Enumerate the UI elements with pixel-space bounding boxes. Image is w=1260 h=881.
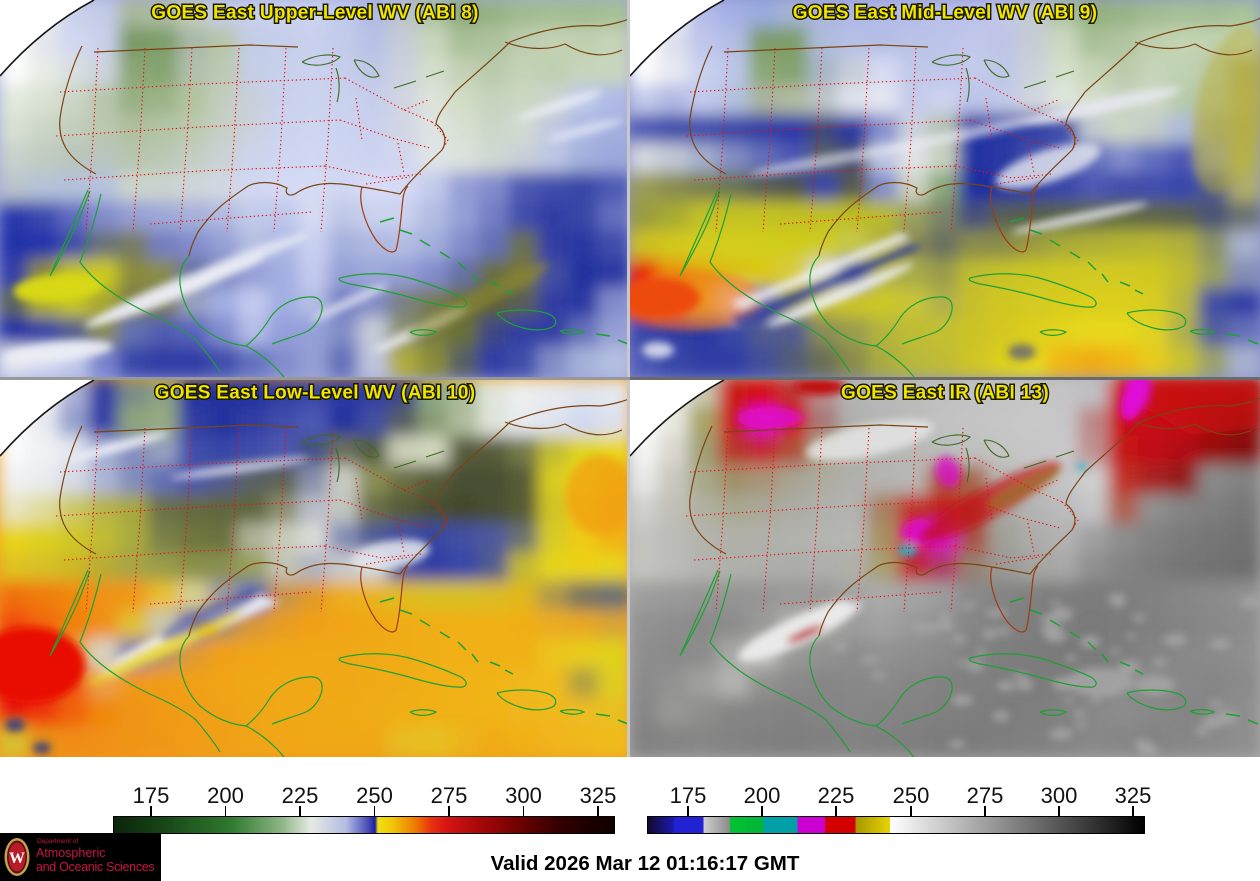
svg-text:W: W: [9, 850, 25, 867]
svg-text:GOES East Low-Level WV (ABI 10: GOES East Low-Level WV (ABI 10): [155, 383, 476, 404]
svg-text:GOES East Mid-Level WV (ABI 9): GOES East Mid-Level WV (ABI 9): [793, 3, 1098, 24]
svg-text:GOES East IR (ABI 13): GOES East IR (ABI 13): [841, 383, 1049, 404]
svg-text:GOES East Upper-Level WV (ABI: GOES East Upper-Level WV (ABI 8): [151, 3, 478, 24]
